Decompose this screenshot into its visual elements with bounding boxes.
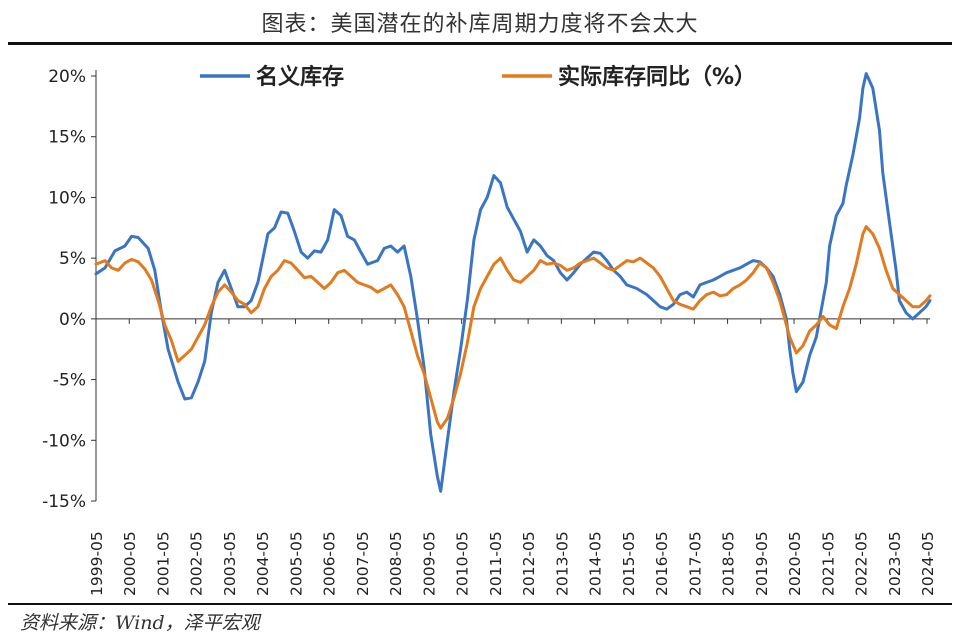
x-tick-label: 2006-05 <box>321 531 339 596</box>
x-tick-label: 2000-05 <box>121 531 139 596</box>
y-tick-label: -10% <box>42 431 86 451</box>
x-tick-label: 2022-05 <box>853 531 871 596</box>
x-tick-label: 2023-05 <box>886 531 904 596</box>
x-tick-label: 2015-05 <box>620 531 638 596</box>
y-tick-label: 20% <box>48 67 86 87</box>
series-line-nominal <box>94 72 932 493</box>
x-tick-label: 2005-05 <box>287 531 305 596</box>
y-tick-label: 0% <box>59 310 86 330</box>
x-tick-label: 2021-05 <box>819 531 837 596</box>
legend-label-nominal: 名义库存 <box>256 64 344 90</box>
x-tick-label: 2013-05 <box>553 531 571 596</box>
x-tick-label: 2010-05 <box>454 531 472 596</box>
y-tick-label: 10% <box>48 188 86 208</box>
y-tick-label: 5% <box>59 249 86 269</box>
axis-layer: -15% -10% -5% 0% 5% 10% 15% 20% 1999-05 2000-05 20… <box>42 67 937 596</box>
x-tick-label: 2011-05 <box>487 531 505 596</box>
x-tick-label: 2003-05 <box>221 531 239 596</box>
x-tick-label: 2017-05 <box>686 531 704 596</box>
x-tick-label: 2004-05 <box>254 531 272 596</box>
y-tick-label: -5% <box>53 371 86 391</box>
x-tick-label: 2009-05 <box>420 531 438 596</box>
bottom-rule <box>8 603 952 605</box>
line-chart: -15% -10% -5% 0% 5% 10% 15% 20% 1999-05 2000-05 20… <box>42 64 937 596</box>
x-tick-label: 2020-05 <box>786 531 804 596</box>
x-tick-label: 2001-05 <box>154 531 172 596</box>
y-tick-label: -15% <box>42 492 86 512</box>
legend: 名义库存 实际库存同比（%） <box>200 64 756 90</box>
series-line-real <box>94 225 932 430</box>
x-tick-label: 2012-05 <box>520 531 538 596</box>
top-rule <box>8 42 952 45</box>
legend-label-real: 实际库存同比（%） <box>558 64 756 90</box>
x-tick-label: 2008-05 <box>387 531 405 596</box>
x-tick-label: 2024-05 <box>919 531 937 596</box>
series-layer <box>94 72 932 493</box>
x-tick-label: 2007-05 <box>354 531 372 596</box>
x-tick-label: 2016-05 <box>653 531 671 596</box>
x-tick-label: 2002-05 <box>188 531 206 596</box>
x-tick-label: 2019-05 <box>753 531 771 596</box>
x-tick-label: 1999-05 <box>88 531 106 596</box>
page-title: 图表：美国潜在的补库周期力度将不会太大 <box>261 12 699 37</box>
source-note: 资料来源：Wind，泽平宏观 <box>20 612 260 634</box>
x-tick-label: 2014-05 <box>587 531 605 596</box>
x-tick-label: 2018-05 <box>720 531 738 596</box>
y-tick-label: 15% <box>48 128 86 148</box>
